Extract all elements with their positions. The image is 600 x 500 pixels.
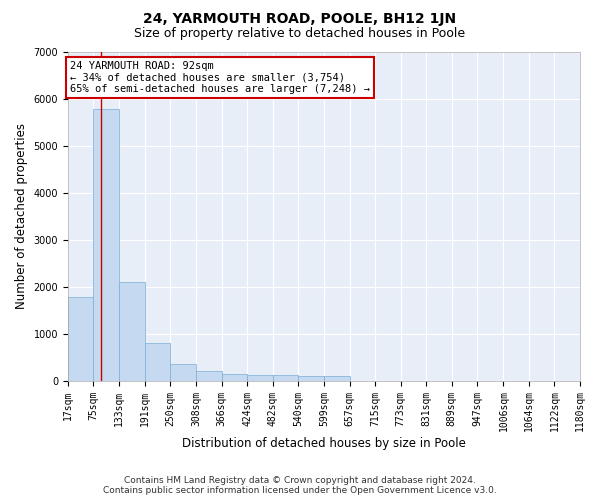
Text: Contains HM Land Registry data © Crown copyright and database right 2024.
Contai: Contains HM Land Registry data © Crown c…: [103, 476, 497, 495]
Bar: [221, 374, 247, 380]
X-axis label: Distribution of detached houses by size in Poole: Distribution of detached houses by size …: [182, 437, 466, 450]
Bar: [298, 376, 324, 380]
Bar: [119, 282, 145, 380]
Bar: [324, 376, 350, 380]
Bar: [170, 364, 196, 380]
Text: Size of property relative to detached houses in Poole: Size of property relative to detached ho…: [134, 28, 466, 40]
Bar: [145, 343, 170, 380]
Bar: [94, 109, 119, 380]
Y-axis label: Number of detached properties: Number of detached properties: [15, 123, 28, 309]
Bar: [196, 371, 221, 380]
Bar: [247, 376, 272, 380]
Bar: [272, 376, 298, 380]
Text: 24, YARMOUTH ROAD, POOLE, BH12 1JN: 24, YARMOUTH ROAD, POOLE, BH12 1JN: [143, 12, 457, 26]
Text: 24 YARMOUTH ROAD: 92sqm
← 34% of detached houses are smaller (3,754)
65% of semi: 24 YARMOUTH ROAD: 92sqm ← 34% of detache…: [70, 61, 370, 94]
Bar: [68, 297, 94, 380]
